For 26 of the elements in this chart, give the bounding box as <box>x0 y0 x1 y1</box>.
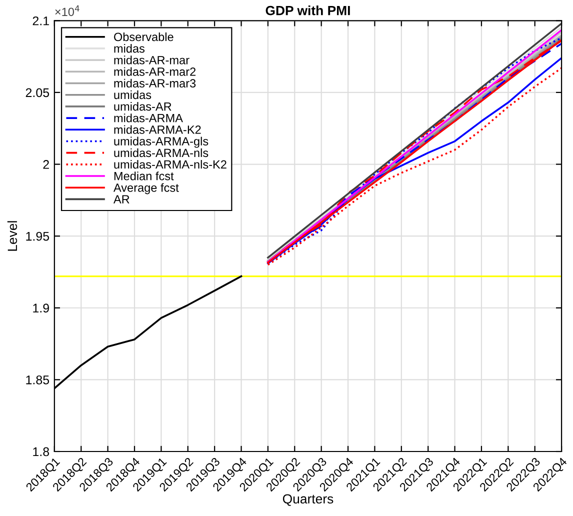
y-tick-label: 1.95 <box>26 232 50 241</box>
text: ×10$^{4}$ <box>55 5 80 16</box>
legend-label: Observable <box>114 32 174 42</box>
legend-label: midas-AR-mar <box>114 56 190 64</box>
legend-label: umidas-ARMA-nls <box>114 148 208 158</box>
legend-label: umidas-AR <box>114 102 172 111</box>
y-tick-label: 1.85 <box>26 375 50 384</box>
legend-label: umidas-ARMA-nls-K2 <box>114 160 226 169</box>
y-tick-label: 2.05 <box>26 88 50 98</box>
legend-label: Average fcst <box>113 183 179 194</box>
legend-label: umidas <box>114 90 152 100</box>
y-tick-label: 2.1 <box>32 16 49 26</box>
chart-title: GDP with PMI <box>266 6 350 16</box>
legend-label: midas-ARMA <box>114 114 183 122</box>
legend-label: AR <box>113 195 130 204</box>
legend-label: midas-ARMA-K2 <box>114 125 201 134</box>
legend-label: Median fcst <box>114 172 174 180</box>
y-axis-title: Level <box>7 221 18 251</box>
legend-label: midas-AR-mar3 <box>114 78 196 88</box>
legend-label: umidas-ARMA-gls <box>114 136 208 148</box>
legend-label: midas <box>114 44 145 53</box>
x-axis-title: Quarters <box>282 494 334 506</box>
y-tick-label: 1.9 <box>33 304 49 313</box>
y-tick-label: 1.8 <box>33 447 50 456</box>
y-tick-label: 2 <box>43 160 49 169</box>
legend-label: midas-AR-mar2 <box>114 67 196 76</box>
